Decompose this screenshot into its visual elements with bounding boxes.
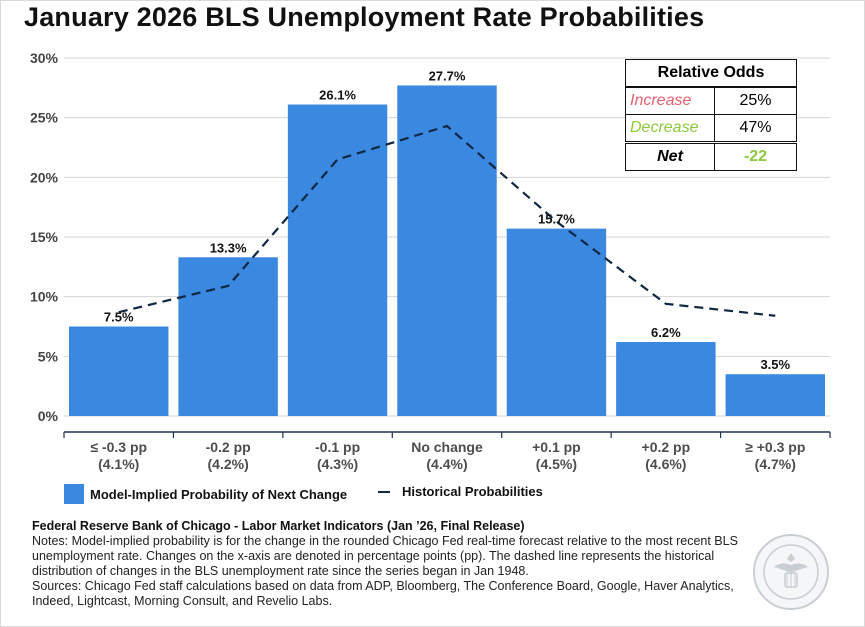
x-tick-label: +0.1 pp [532, 439, 581, 455]
bar [725, 374, 825, 416]
x-tick-sublabel: (4.5%) [536, 456, 577, 472]
y-tick-label: 10% [30, 289, 59, 305]
notes-text: Notes: Model-implied probability is for … [32, 534, 738, 578]
historical-line [118, 124, 776, 317]
odds-decrease-label: Decrease [625, 114, 715, 143]
source-title: Federal Reserve Bank of Chicago - Labor … [32, 519, 525, 533]
bar [616, 342, 716, 416]
axes: 0% 5% 10% 15% 20% 25% 30% ≤ -0.3 pp(4.1%) -0.2 p… [30, 50, 831, 472]
legend-bar-swatch [64, 484, 84, 504]
relative-odds-table: Relative Odds Increase 25% Decrease 47% … [625, 59, 797, 171]
legend-line-label: Historical Probabilities [402, 484, 543, 499]
legend-item-line: Historical Probabilities [372, 484, 543, 499]
bar-data-label: 7.5% [104, 310, 134, 325]
legend-bar-label: Model-Implied Probability of Next Change [90, 486, 348, 502]
y-tick-label: 30% [30, 50, 59, 66]
x-tick-label: -0.1 pp [315, 439, 360, 455]
odds-decrease-value: 47% [714, 114, 797, 143]
bar-chart: 7.5% 13.3% 26.1% 27.7% 15.7% 6.2% 3.5% 0% 5% 10%… [30, 50, 831, 472]
federal-reserve-seal-icon [753, 534, 829, 610]
bar-data-label: 13.3% [210, 240, 247, 255]
odds-increase-label: Increase [625, 86, 715, 115]
x-tick-label: ≤ -0.3 pp [90, 439, 147, 455]
x-tick-sublabel: (4.4%) [426, 456, 467, 472]
data-labels: 7.5% 13.3% 26.1% 27.7% 15.7% 6.2% 3.5% [104, 68, 791, 372]
x-tick-sublabel: (4.1%) [98, 456, 139, 472]
x-tick-sublabel: (4.2%) [208, 456, 249, 472]
x-tick-sublabel: (4.3%) [317, 456, 358, 472]
y-tick-label: 20% [30, 169, 59, 185]
historical-probabilities-line [118, 124, 776, 317]
odds-header: Relative Odds [625, 59, 797, 88]
legend-item-bars: Model-Implied Probability of Next Change [64, 484, 347, 504]
x-tick-sublabel: (4.7%) [755, 456, 796, 472]
odds-net-value: -22 [714, 141, 797, 171]
x-tick-label: No change [411, 439, 483, 455]
bar-data-label: 26.1% [319, 88, 356, 103]
legend-line-swatch [378, 490, 390, 493]
bar [69, 326, 169, 416]
odds-increase-value: 25% [714, 86, 797, 115]
bar [397, 85, 497, 417]
bar-data-label: 6.2% [651, 325, 681, 340]
bar [506, 228, 607, 416]
odds-net-label: Net [625, 141, 715, 171]
y-tick-label: 0% [38, 408, 59, 424]
y-tick-label: 25% [30, 110, 59, 126]
bar-data-label: 27.7% [429, 68, 466, 83]
x-tick-sublabel: (4.6%) [645, 456, 686, 472]
notes-block: Federal Reserve Bank of Chicago - Labor … [32, 519, 752, 609]
bar [287, 104, 388, 416]
y-tick-label: 15% [30, 229, 59, 245]
bar-data-label: 3.5% [760, 357, 790, 372]
bars [69, 85, 825, 417]
y-tick-label: 5% [38, 348, 59, 364]
sources-text: Sources: Chicago Fed staff calculations … [32, 579, 734, 608]
x-tick-label: ≥ +0.3 pp [745, 439, 805, 455]
x-tick-label: -0.2 pp [206, 439, 251, 455]
chart-title: January 2026 BLS Unemployment Rate Proba… [24, 2, 705, 32]
bar [178, 257, 278, 416]
bar-data-label: 15.7% [538, 212, 575, 227]
x-tick-label: +0.2 pp [642, 439, 691, 455]
